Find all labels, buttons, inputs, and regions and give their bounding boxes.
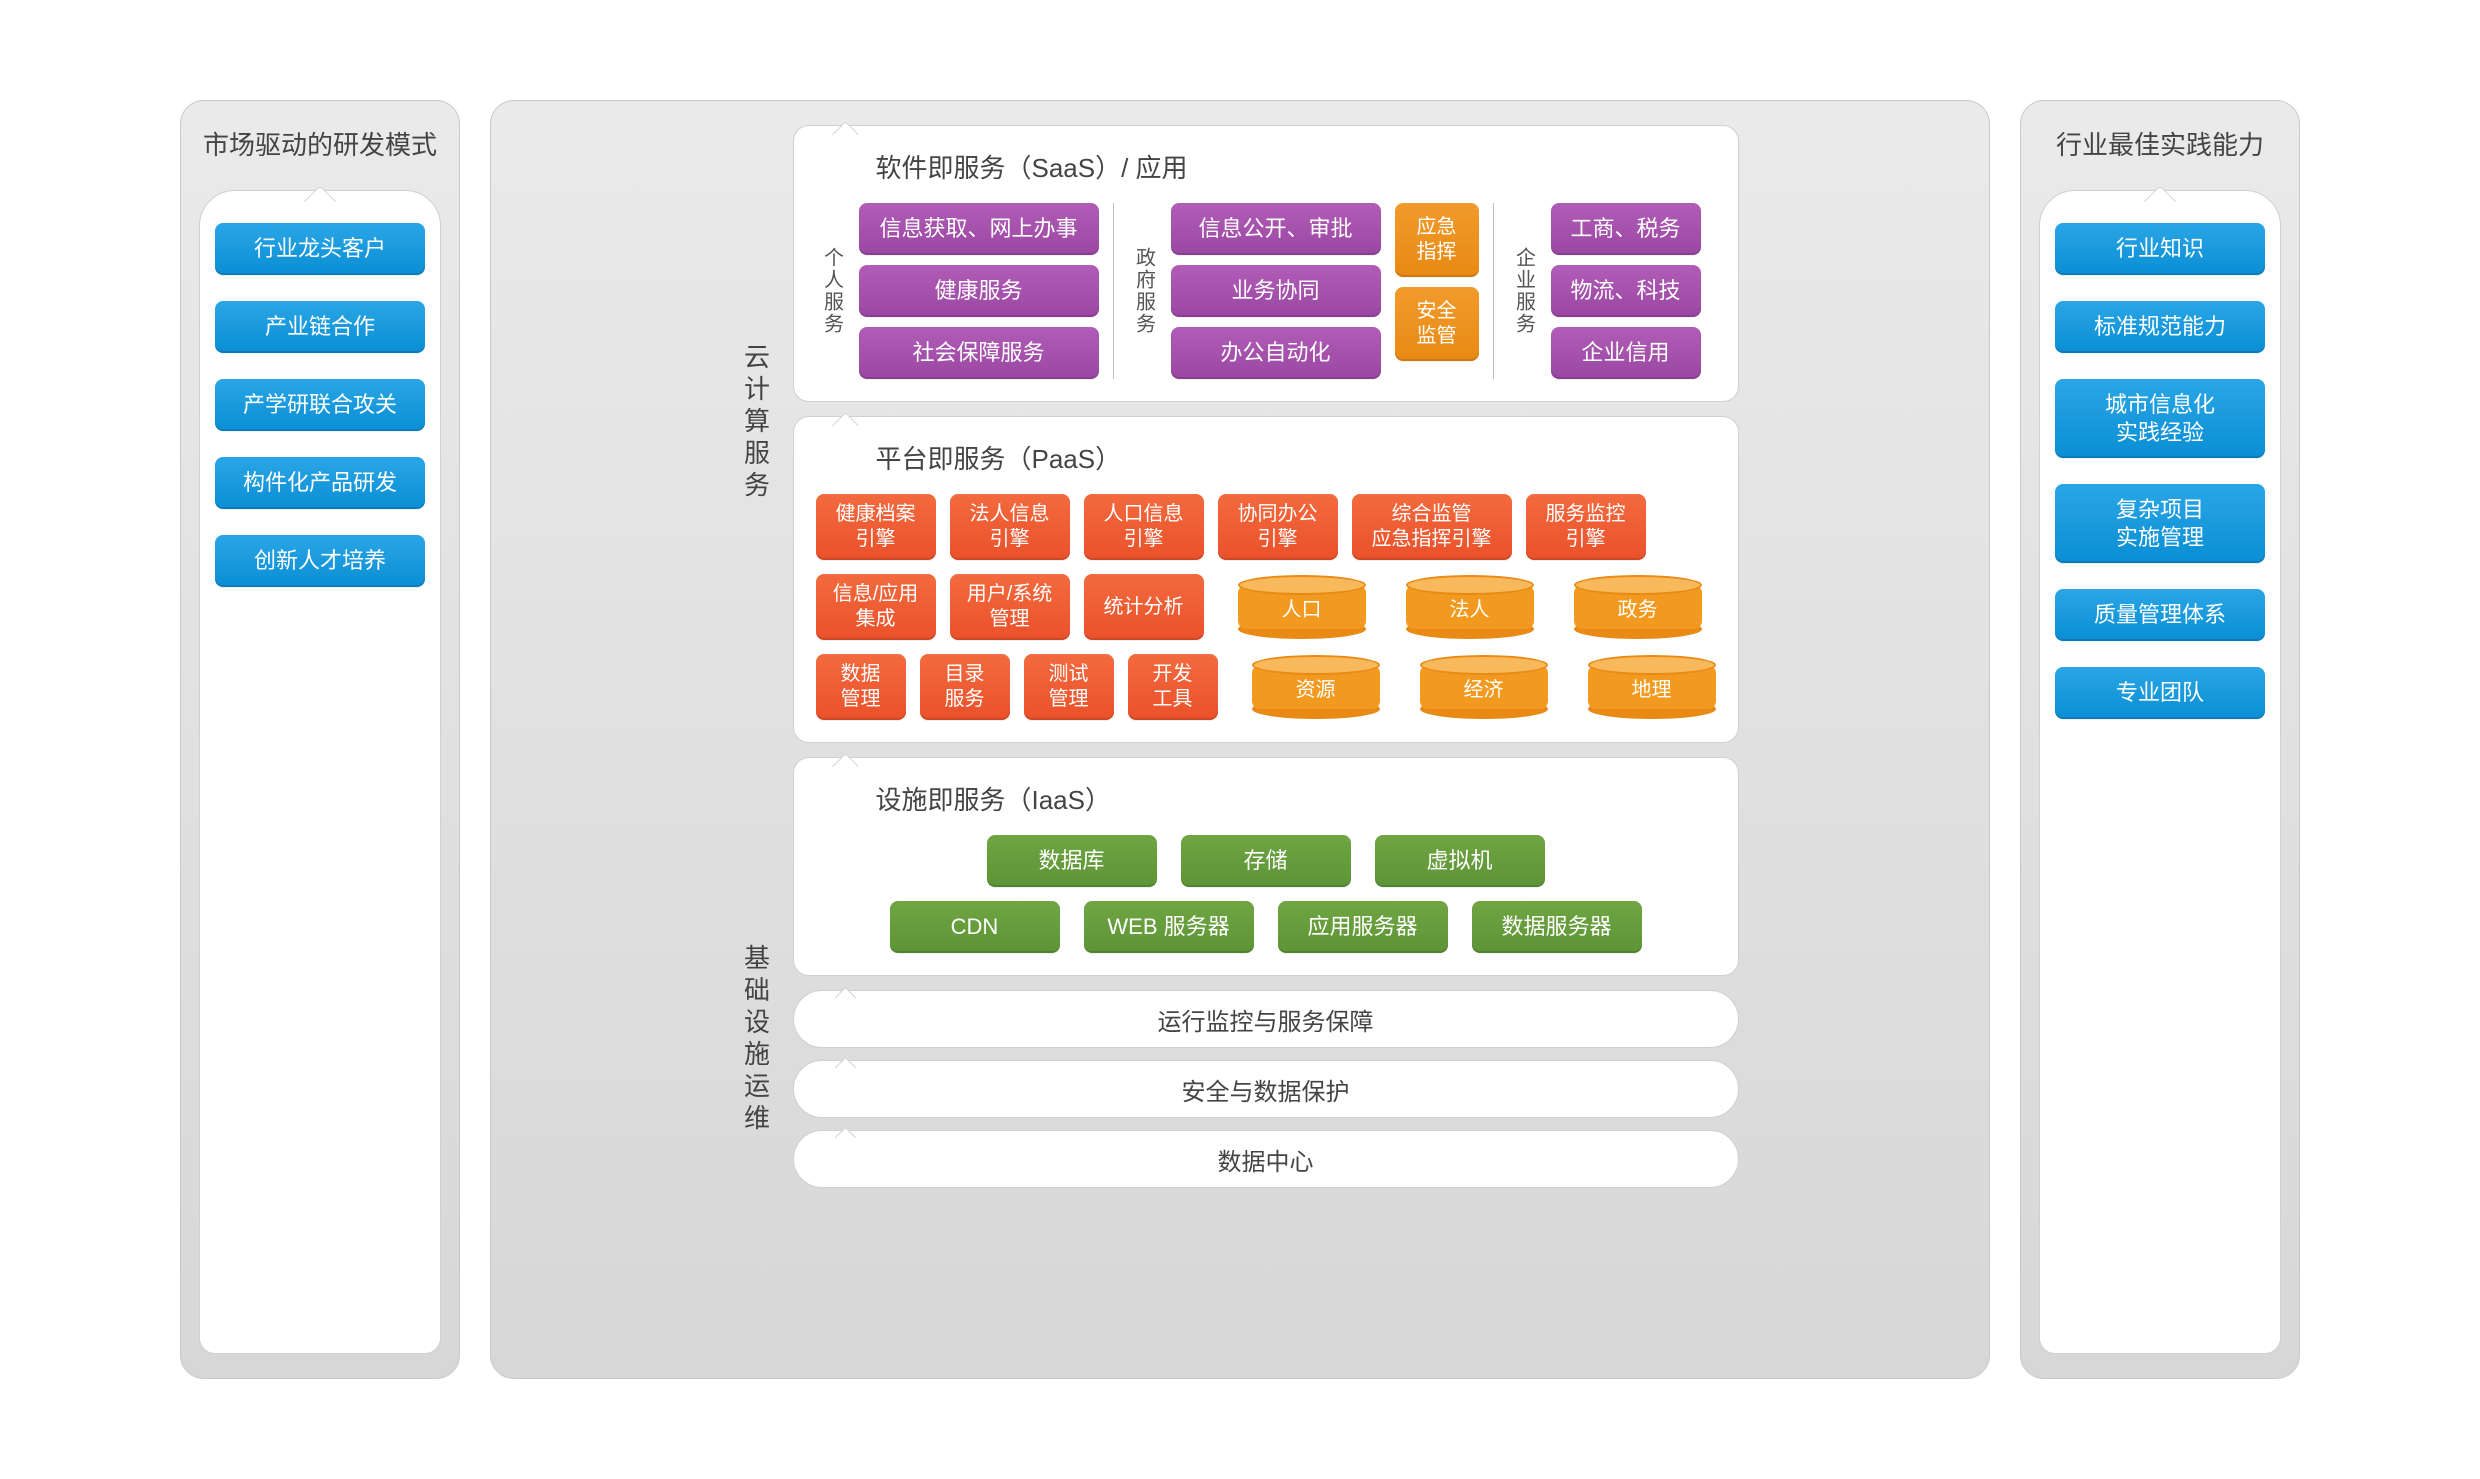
paas-row2: 信息/应用 集成 用户/系统 管理 统计分析 人口 法人 政务 [816,574,1716,640]
left-column: 市场驱动的研发模式 行业龙头客户 产业链合作 产学研联合攻关 构件化产品研发 创… [180,100,460,1379]
cylinder: 法人 [1406,575,1534,639]
left-title: 市场驱动的研发模式 [203,125,437,162]
cylinder-label: 资源 [1296,673,1336,702]
iaas-item: WEB 服务器 [1084,901,1254,953]
iaas-item: 应用服务器 [1278,901,1448,953]
saas-item: 社会保障服务 [859,327,1099,379]
group-label: 个人服务 [816,203,849,379]
saas-group-personal: 个人服务 信息获取、网上办事 健康服务 社会保障服务 [816,203,1099,379]
cylinder: 资源 [1252,655,1380,719]
right-arch: 行业知识 标准规范能力 城市信息化 实践经验 复杂项目 实施管理 质量管理体系 … [2039,190,2281,1354]
saas-group-enterprise: 企业服务 工商、税务 物流、科技 企业信用 [1508,203,1701,379]
group-label: 企业服务 [1508,203,1541,379]
right-item: 城市信息化 实践经验 [2055,379,2265,458]
cylinder: 人口 [1238,575,1366,639]
iaas-item: 数据服务器 [1472,901,1642,953]
right-item: 复杂项目 实施管理 [2055,484,2265,563]
iaas-row1: 数据库 存储 虚拟机 [816,835,1716,887]
cylinder-row: 资源 经济 地理 [1252,654,1716,720]
paas-item: 健康档案 引擎 [816,494,936,560]
paas-item: 目录 服务 [920,654,1010,720]
iaas-title: 设施即服务（IaaS） [876,780,1716,817]
center-stack: 软件即服务（SaaS）/ 应用 个人服务 信息获取、网上办事 健康服务 社会保障… [793,125,1739,1360]
saas-item: 企业信用 [1551,327,1701,379]
right-item: 专业团队 [2055,667,2265,719]
paas-row3: 数据 管理 目录 服务 测试 管理 开发 工具 资源 经济 地理 [816,654,1716,720]
iaas-item: 虚拟机 [1375,835,1545,887]
right-pill-stack: 行业知识 标准规范能力 城市信息化 实践经验 复杂项目 实施管理 质量管理体系 … [2040,223,2280,1331]
right-title: 行业最佳实践能力 [2056,125,2264,162]
paas-item: 人口信息 引擎 [1084,494,1204,560]
iaas-item: 数据库 [987,835,1157,887]
paas-item: 测试 管理 [1024,654,1114,720]
cylinder-label: 政务 [1618,593,1658,622]
infra-bar: 运行监控与服务保障 [793,990,1739,1048]
right-column: 行业最佳实践能力 行业知识 标准规范能力 城市信息化 实践经验 复杂项目 实施管… [2020,100,2300,1379]
paas-panel: 平台即服务（PaaS） 健康档案 引擎 法人信息 引擎 人口信息 引擎 协同办公… [793,416,1739,743]
iaas-item: CDN [890,901,1060,953]
saas-orange-item: 安全 监管 [1395,287,1479,361]
paas-item: 综合监管 应急指挥引擎 [1352,494,1512,560]
saas-title: 软件即服务（SaaS）/ 应用 [876,148,1716,185]
left-pill-stack: 行业龙头客户 产业链合作 产学研联合攻关 构件化产品研发 创新人才培养 [200,223,440,1331]
iaas-panel: 设施即服务（IaaS） 数据库 存储 虚拟机 CDN WEB 服务器 应用服务器… [793,757,1739,976]
paas-item: 服务监控 引擎 [1526,494,1646,560]
cylinder-label: 人口 [1282,593,1322,622]
cylinder-label: 地理 [1632,673,1672,702]
right-item: 行业知识 [2055,223,2265,275]
saas-item: 物流、科技 [1551,265,1701,317]
infra-bar: 安全与数据保护 [793,1060,1739,1118]
paas-item: 用户/系统 管理 [950,574,1070,640]
cylinder: 经济 [1420,655,1548,719]
cylinder-label: 法人 [1450,593,1490,622]
saas-item: 信息公开、审批 [1171,203,1381,255]
infra-bar: 数据中心 [793,1130,1739,1188]
saas-item: 业务协同 [1171,265,1381,317]
group-label: 政府服务 [1128,203,1161,379]
iaas-row2: CDN WEB 服务器 应用服务器 数据服务器 [816,901,1716,953]
left-item: 产业链合作 [215,301,425,353]
paas-item: 开发 工具 [1128,654,1218,720]
saas-row: 个人服务 信息获取、网上办事 健康服务 社会保障服务 政府服务 信息公开、 [816,203,1716,379]
saas-panel: 软件即服务（SaaS）/ 应用 个人服务 信息获取、网上办事 健康服务 社会保障… [793,125,1739,402]
saas-orange-col: 应急 指挥 安全 监管 [1395,203,1479,379]
left-item: 创新人才培养 [215,535,425,587]
paas-item: 统计分析 [1084,574,1204,640]
infra-bars: 运行监控与服务保障 安全与数据保护 数据中心 [793,990,1739,1188]
cylinder: 政务 [1574,575,1702,639]
left-item: 行业龙头客户 [215,223,425,275]
cylinder-label: 经济 [1464,673,1504,702]
left-item: 构件化产品研发 [215,457,425,509]
cylinder: 地理 [1588,655,1716,719]
saas-item: 健康服务 [859,265,1099,317]
paas-title: 平台即服务（PaaS） [876,439,1716,476]
right-item: 质量管理体系 [2055,589,2265,641]
saas-item: 工商、税务 [1551,203,1701,255]
paas-item: 协同办公 引擎 [1218,494,1338,560]
diagram-root: 市场驱动的研发模式 行业龙头客户 产业链合作 产学研联合攻关 构件化产品研发 创… [180,100,2300,1379]
infra-label: 基础设施运维 [734,930,779,1150]
cylinder-row: 人口 法人 政务 [1238,574,1702,640]
saas-orange-item: 应急 指挥 [1395,203,1479,277]
separator [1113,203,1114,379]
paas-item: 数据 管理 [816,654,906,720]
left-arch: 行业龙头客户 产业链合作 产学研联合攻关 构件化产品研发 创新人才培养 [199,190,441,1354]
saas-item: 办公自动化 [1171,327,1381,379]
paas-row1: 健康档案 引擎 法人信息 引擎 人口信息 引擎 协同办公 引擎 综合监管 应急指… [816,494,1716,560]
iaas-item: 存储 [1181,835,1351,887]
separator [1493,203,1494,379]
paas-item: 法人信息 引擎 [950,494,1070,560]
infra-block: 运行监控与服务保障 安全与数据保护 数据中心 [793,990,1739,1188]
left-item: 产学研联合攻关 [215,379,425,431]
saas-item: 信息获取、网上办事 [859,203,1099,255]
center-body: 云计算服务 基础设施运维 软件即服务（SaaS）/ 应用 个人服务 信息获取、网… [734,125,1739,1360]
cloud-label: 云计算服务 [734,335,779,511]
center-column: 云计算服务 基础设施运维 软件即服务（SaaS）/ 应用 个人服务 信息获取、网… [490,100,1990,1379]
paas-item: 信息/应用 集成 [816,574,936,640]
saas-group-gov: 政府服务 信息公开、审批 业务协同 办公自动化 [1128,203,1381,379]
right-item: 标准规范能力 [2055,301,2265,353]
